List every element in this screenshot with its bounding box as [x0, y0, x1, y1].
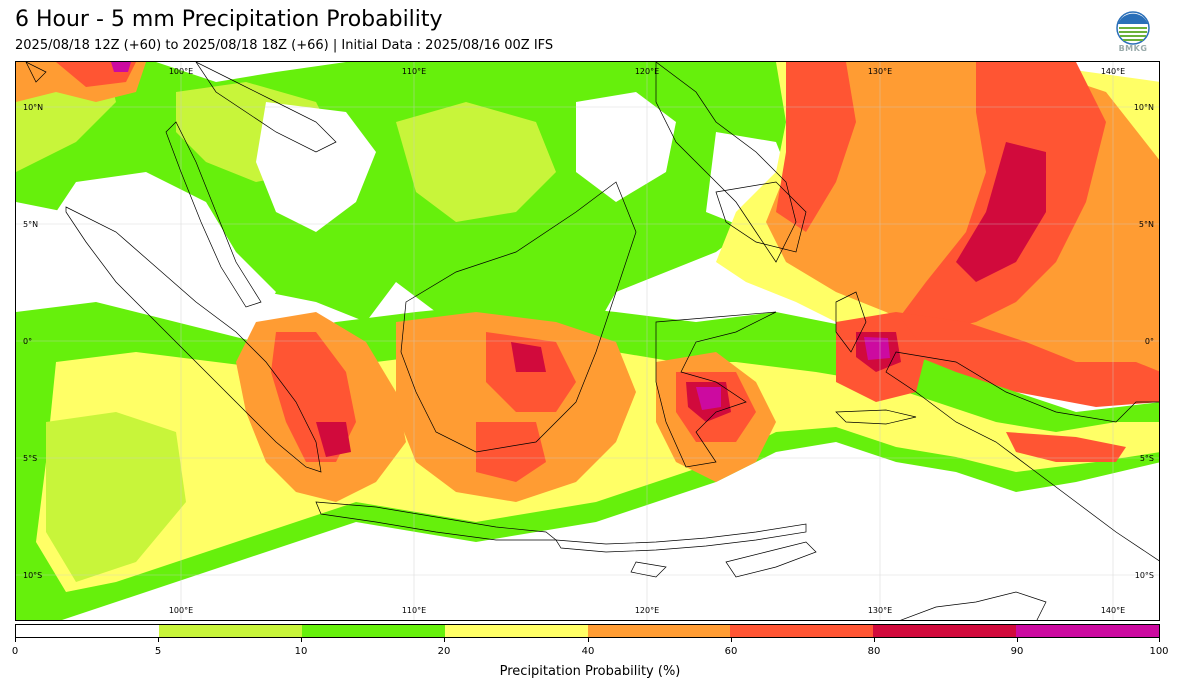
map-canvas: 100°E 110°E 120°E 130°E 140°E 100°E 110°E 120°E…: [16, 62, 1159, 620]
grid-label: 100°E: [169, 606, 193, 615]
clear-area: [56, 172, 276, 322]
grid-label: 0°: [23, 337, 32, 346]
grid-label: 10°S: [23, 571, 42, 580]
grid-label: 120°E: [635, 67, 659, 76]
colorbar-tick-label: 80: [867, 646, 881, 657]
coastlines: [25, 62, 1159, 620]
colorbar-segment: [444, 625, 588, 637]
colorbar-tick-label: 100: [1149, 646, 1169, 657]
grid-label: 0°: [1145, 337, 1154, 346]
colorbar-segment: [301, 625, 445, 637]
precip-field: [16, 62, 1159, 620]
precip-area-90: [111, 62, 131, 72]
colorbar-tick: [1017, 638, 1018, 642]
grid-label: 5°N: [1139, 220, 1154, 229]
clear-area: [256, 102, 376, 232]
colorbar-segment: [587, 625, 731, 637]
grid-label: 100°E: [169, 67, 193, 76]
grid-label: 5°N: [23, 220, 38, 229]
papua-coast: [885, 351, 1159, 562]
colorbar-tick: [301, 638, 302, 642]
precip-area-80: [316, 422, 351, 457]
precip-area-60: [476, 422, 546, 482]
grid-label: 10°S: [1135, 571, 1154, 580]
map-subtitle: 2025/08/18 12Z (+60) to 2025/08/18 18Z (…: [15, 38, 554, 53]
colorbar-tick: [874, 638, 875, 642]
grid-label: 5°S: [1140, 454, 1154, 463]
grid-labels: 100°E 110°E 120°E 130°E 140°E 100°E 110°E 120°E…: [23, 67, 1154, 615]
logo-text: BMKG: [1118, 44, 1148, 53]
sulawesi-coast: [655, 311, 777, 468]
colorbar-tick-label: 20: [437, 646, 451, 657]
borneo-coast: [400, 181, 637, 453]
colorbar-tick: [158, 638, 159, 642]
grid-label: 140°E: [1101, 606, 1125, 615]
precip-area-90: [696, 387, 721, 410]
colorbar: [15, 624, 1160, 638]
grid-label: 140°E: [1101, 67, 1125, 76]
colorbar-tick: [731, 638, 732, 642]
grid-label: 130°E: [868, 67, 892, 76]
grid-label: 110°E: [402, 606, 426, 615]
precip-area-80: [511, 342, 546, 372]
precip-area-80: [956, 142, 1046, 282]
grid-label: 10°N: [23, 103, 43, 112]
australia-coast: [900, 591, 1047, 620]
precipitation-map: 100°E 110°E 120°E 130°E 140°E 100°E 110°E 120°E…: [15, 61, 1160, 621]
precip-area-60: [1006, 432, 1126, 462]
colorbar-ticks: 0 5 10 20 40 60 80 90 100: [11, 638, 1169, 658]
colorbar-title: Precipitation Probability (%): [499, 664, 681, 679]
malay-peninsula-coast: [165, 121, 262, 308]
precip-area-5: [396, 102, 556, 222]
colorbar-tick-label: 5: [154, 646, 162, 657]
colorbar-tick: [15, 638, 16, 642]
philippines-coast: [655, 62, 797, 263]
precip-area-60: [776, 62, 856, 232]
mindanao-coast: [715, 181, 807, 253]
colorbar-tick-label: 40: [581, 646, 595, 657]
halmahera-coast: [835, 291, 867, 353]
colorbar-segment: [16, 625, 159, 637]
grid-label: 10°N: [1134, 103, 1154, 112]
colorbar-segment: [158, 625, 302, 637]
colorbar-tick-label: 60: [724, 646, 738, 657]
colorbar-tick: [444, 638, 445, 642]
colorbar-tick-label: 0: [11, 646, 19, 657]
nusa-tenggara-coast: [555, 523, 807, 553]
grid-label: 130°E: [868, 606, 892, 615]
colorbar-segment: [1016, 625, 1159, 637]
precip-area-5: [46, 412, 186, 582]
colorbar-tick: [1159, 638, 1160, 642]
grid-label: 120°E: [635, 606, 659, 615]
clear-area: [576, 92, 676, 202]
colorbar-segment: [873, 625, 1017, 637]
grid-label: 5°S: [23, 454, 37, 463]
colorbar-tick-label: 10: [294, 646, 308, 657]
bmkg-logo-icon: [1116, 11, 1150, 45]
grid-label: 110°E: [402, 67, 426, 76]
sumatra-coast: [65, 206, 322, 473]
colorbar-tick-label: 90: [1010, 646, 1024, 657]
map-title: 6 Hour - 5 mm Precipitation Probability: [15, 7, 443, 32]
taiwan-coast: [25, 62, 47, 83]
seram-coast: [835, 409, 917, 425]
sumba-coast: [630, 561, 667, 578]
precip-area-90: [864, 337, 890, 360]
indochina-coast: [195, 62, 337, 153]
precip-area-60: [896, 312, 1159, 407]
gridlines: [16, 62, 1159, 620]
colorbar-segment: [730, 625, 874, 637]
colorbar-tick: [588, 638, 589, 642]
timor-coast: [725, 541, 817, 578]
